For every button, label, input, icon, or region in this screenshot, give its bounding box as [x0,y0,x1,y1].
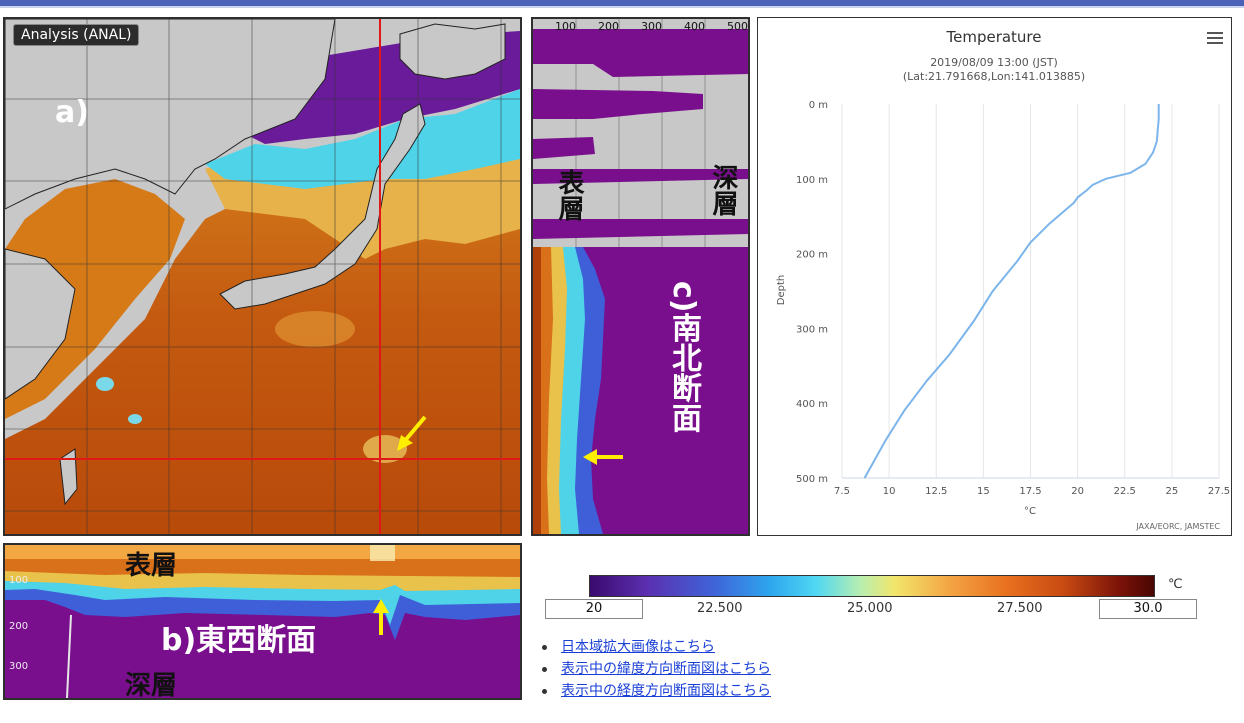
list-item: 日本域拡大画像はこちら [539,636,771,658]
x-tick-label: 7.5 [834,486,850,497]
ns-label-deep: 深層 [708,164,738,216]
x-tick-label: 27.5 [1208,486,1230,497]
ns-section-title: c)南北断面 [666,281,701,433]
chart-credit: JAXA/EORC, JAMSTEC [1135,522,1220,531]
y-tick-label: 200 m [796,250,828,261]
ew-section-plot [5,545,520,698]
ns-label-surface: 表層 [554,169,584,221]
colorbar-max-input[interactable]: 30.0 [1099,599,1197,619]
y-tick-label: 300 m [796,324,828,335]
colorbar-tick-3: 27.500 [997,601,1043,616]
ew-section-title: b)東西断面 [161,623,317,658]
ns-yellow-arrow-icon [583,449,623,465]
y-tick-label: 400 m [796,399,828,410]
temperature-chart: Temperature 2019/08/09 13:00 (JST) (Lat:… [776,28,1230,531]
x-tick-label: 10 [883,486,896,497]
colorbar-tick-2: 25.000 [847,601,893,616]
link-longitude-section[interactable]: 表示中の経度方向断面図はこちら [561,683,771,699]
chart-subtitle-2: (Lat:21.791668,Lon:141.013885) [903,70,1085,83]
sst-map [5,19,520,534]
ew-section-panel[interactable]: 100 200 300 表層 深層 b)東西断面 [3,543,522,700]
ew-label-surface: 表層 [125,551,178,581]
link-list: 日本域拡大画像はこちら 表示中の緯度方向断面図はこちら 表示中の経度方向断面図は… [539,636,771,702]
ew-tick-300: 300 [9,661,29,672]
y-tick-label: 500 m [796,474,828,485]
y-tick-label: 0 m [809,100,828,111]
ew-label-deep: 深層 [125,671,178,700]
temperature-chart-panel: Temperature 2019/08/09 13:00 (JST) (Lat:… [757,17,1232,536]
ew-tick-100: 100 [9,575,29,586]
ns-tick-500: 500 [727,20,748,33]
ns-tick-100: 100 [555,20,576,33]
ew-tick-200: 200 [9,621,29,632]
ns-tick-200: 200 [598,20,619,33]
ns-section-plot [533,19,748,534]
x-tick-label: 15 [977,486,990,497]
temperature-series-line [863,104,1160,479]
chart-title: Temperature [945,28,1041,46]
yellow-arrow-icon [397,415,427,451]
ew-yellow-arrow-icon [373,599,389,635]
map-label-a: a) [55,95,89,130]
list-item: 表示中の緯度方向断面図はこちら [539,658,771,680]
y-axis-title: Depth [776,275,787,305]
x-tick-label: 12.5 [925,486,947,497]
ns-section-panel[interactable]: 100 200 300 400 500 表層 深層 c)南北断面 [531,17,750,536]
colorbar-tick-1: 22.500 [697,601,743,616]
link-latitude-section[interactable]: 表示中の緯度方向断面図はこちら [561,661,771,677]
x-axis-title: °C [1024,506,1036,517]
top-bar [0,0,1244,8]
x-tick-label: 17.5 [1019,486,1041,497]
link-japan-enlarged[interactable]: 日本域拡大画像はこちら [561,639,715,655]
x-tick-label: 22.5 [1114,486,1136,497]
y-tick-label: 100 m [796,175,828,186]
chart-subtitle-1: 2019/08/09 13:00 (JST) [930,56,1058,69]
colorbar-unit: ℃ [1168,577,1183,592]
ns-tick-400: 400 [684,20,705,33]
sst-map-panel[interactable]: Analysis (ANAL) a) [3,17,522,536]
hamburger-icon[interactable] [1207,32,1223,44]
x-tick-label: 20 [1071,486,1084,497]
list-item: 表示中の経度方向断面図はこちら [539,680,771,702]
ns-tick-300: 300 [641,20,662,33]
x-tick-label: 25 [1166,486,1179,497]
colorbar-gradient [589,575,1155,597]
analysis-badge: Analysis (ANAL) [13,24,140,46]
colorbar-min-input[interactable]: 20 [545,599,643,619]
